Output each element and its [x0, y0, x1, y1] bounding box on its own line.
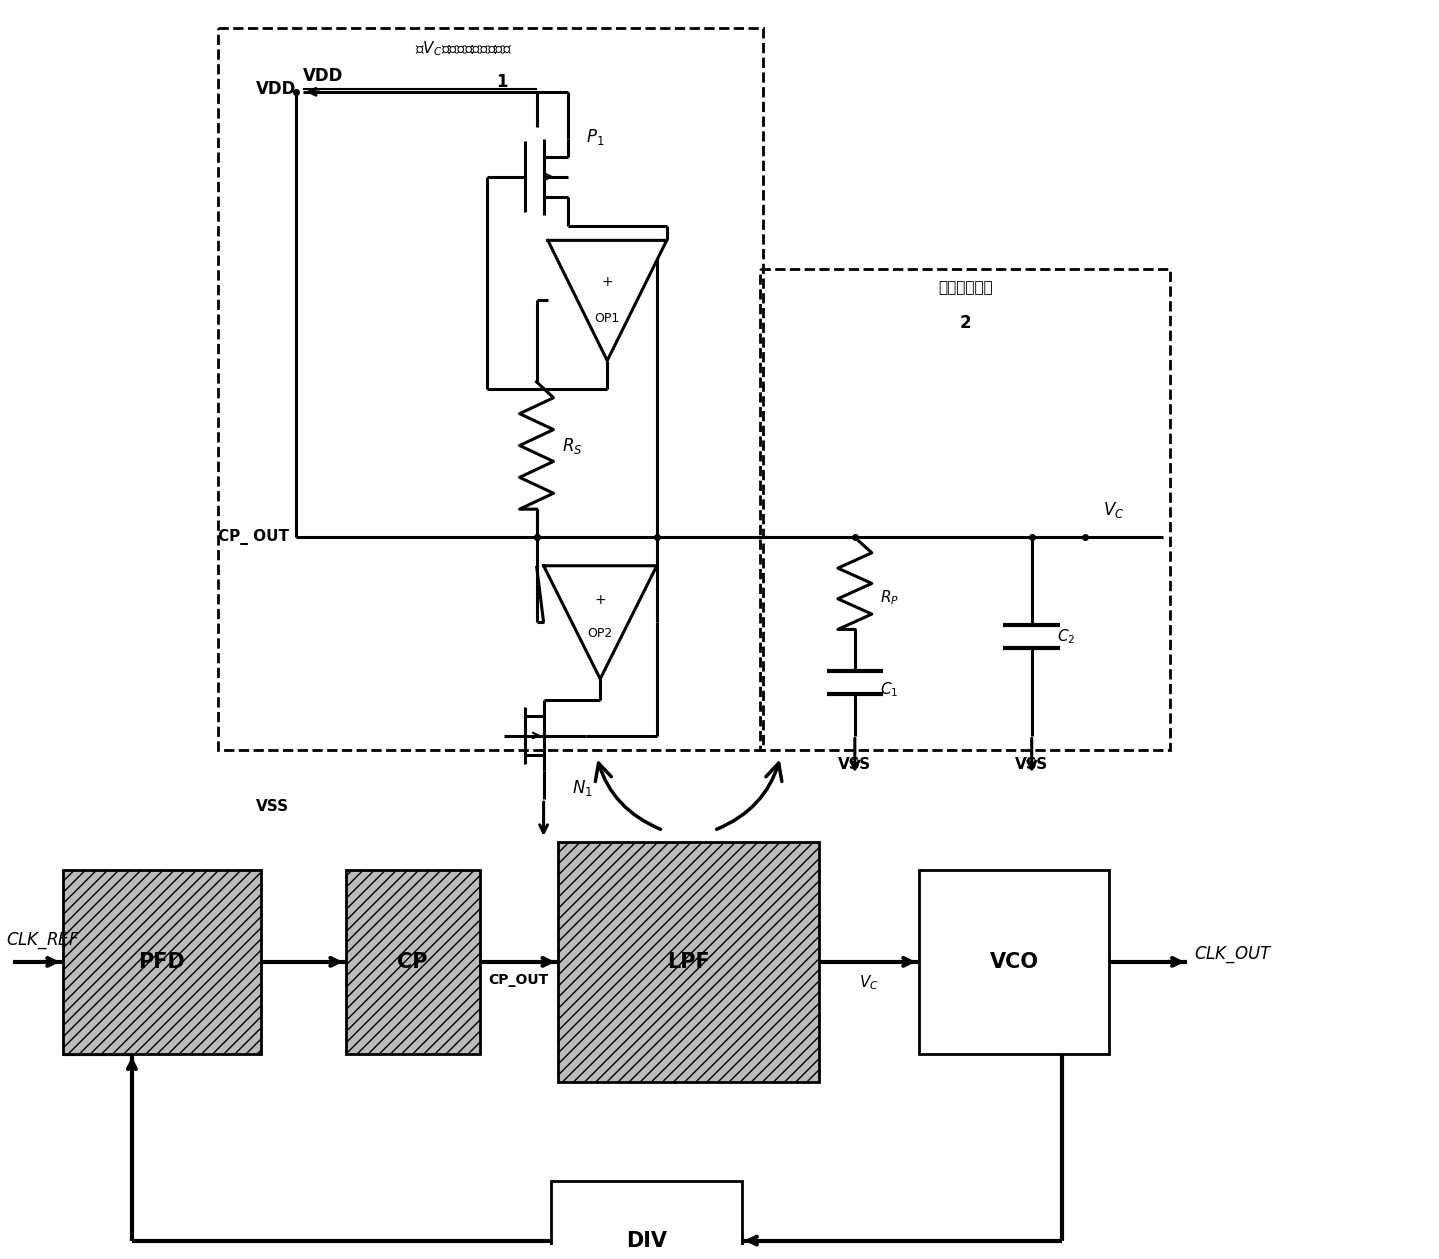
- Bar: [63, 870, 260, 1054]
- Text: CP: CP: [397, 952, 427, 972]
- Text: VDD: VDD: [256, 81, 296, 98]
- Text: 2: 2: [960, 313, 971, 332]
- Text: +: +: [594, 593, 606, 607]
- Text: VSS: VSS: [256, 799, 289, 815]
- Text: VDD: VDD: [304, 67, 344, 84]
- Text: PFD: PFD: [138, 952, 186, 972]
- Text: 1: 1: [495, 73, 507, 92]
- Text: $V_C$: $V_C$: [859, 973, 879, 992]
- Bar: [345, 870, 481, 1054]
- Text: $C_1$: $C_1$: [881, 680, 899, 699]
- Text: VSS: VSS: [1014, 757, 1048, 772]
- Text: $CLK\_OUT$: $CLK\_OUT$: [1194, 944, 1274, 966]
- Bar: [918, 870, 1109, 1054]
- Text: $R_P$: $R_P$: [881, 588, 899, 607]
- Text: $C_2$: $C_2$: [1058, 627, 1075, 646]
- Text: OP1: OP1: [594, 312, 620, 325]
- Text: $N_1$: $N_1$: [571, 778, 593, 798]
- Bar: [760, 268, 1170, 749]
- Text: OP2: OP2: [587, 627, 613, 640]
- Text: $V_C$: $V_C$: [1104, 501, 1124, 520]
- Text: LPF: LPF: [668, 952, 709, 972]
- Text: VCO: VCO: [990, 952, 1039, 972]
- Text: $P_1$: $P_1$: [586, 127, 604, 147]
- Text: 基本的滤波器: 基本的滤波器: [938, 279, 993, 295]
- Text: DIV: DIV: [626, 1231, 666, 1251]
- Text: 对$V_C$进行动态补偿的电路: 对$V_C$进行动态补偿的电路: [414, 39, 512, 58]
- Text: $R_S$: $R_S$: [563, 436, 583, 456]
- Text: CP_OUT: CP_OUT: [489, 973, 548, 987]
- Text: $CLK\_REF$: $CLK\_REF$: [6, 930, 81, 951]
- Polygon shape: [548, 240, 666, 360]
- Bar: [219, 28, 763, 749]
- Text: VSS: VSS: [839, 757, 872, 772]
- Polygon shape: [544, 565, 656, 679]
- Bar: [558, 841, 819, 1083]
- Text: +: +: [602, 276, 613, 290]
- Bar: [551, 1181, 741, 1259]
- Text: CP_ OUT: CP_ OUT: [217, 530, 289, 545]
